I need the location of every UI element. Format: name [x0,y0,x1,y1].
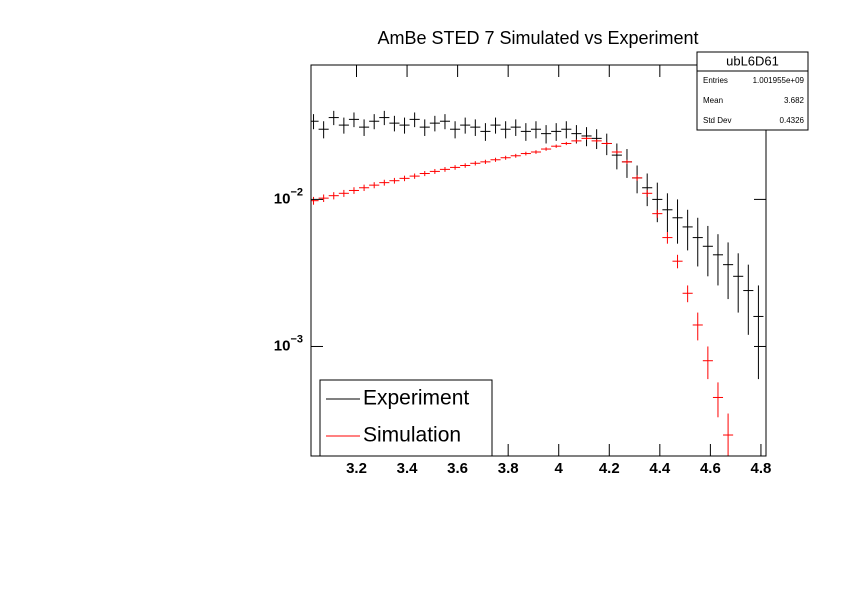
stats-label: Mean [703,96,723,105]
stats-box [696,51,809,131]
x-tick-label: 3.6 [447,460,468,477]
y-tick-label: 10−2 [274,186,303,207]
stats-value: 3.682 [784,96,805,105]
x-tick-label: 4.8 [751,460,772,477]
x-tick-label: 4.6 [700,460,721,477]
x-tick-label: 3.8 [498,460,519,477]
stats-label: Entries [703,76,728,85]
x-tick-label: 4.2 [599,460,620,477]
chart-title: AmBe STED 7 Simulated vs Experiment [377,28,698,48]
plot-area [311,110,764,456]
stats-value: 0.4326 [780,116,805,125]
stats-title: ubL6D61 [726,53,779,68]
x-tick-label: 4.4 [649,460,671,477]
x-tick-label: 4 [555,460,564,477]
frame [310,64,767,457]
legend-label: Simulation [363,424,461,447]
x-tick-label: 3.2 [346,460,367,477]
legend-box [319,379,493,457]
legend-label: Experiment [363,387,469,410]
stats-value: 1.001955e+09 [753,76,805,85]
stats-label: Std Dev [703,116,731,125]
y-tick-label: 10−3 [274,333,303,354]
x-tick-label: 3.4 [397,460,419,477]
